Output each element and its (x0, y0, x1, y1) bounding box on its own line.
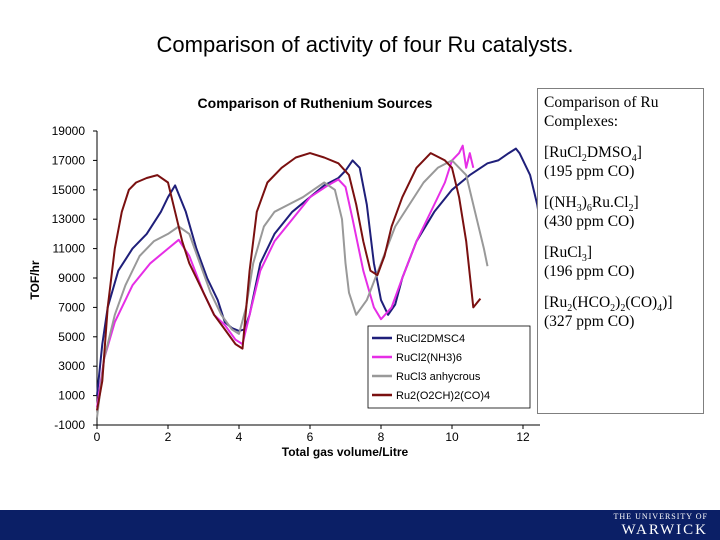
legend-entry: RuCl2(NH3)6 (396, 352, 462, 364)
complex-entry: [(NH3)6Ru.Cl2] (430 ppm CO) (544, 193, 697, 231)
complex-formula: [RuCl2DMSO4] (544, 144, 642, 165)
slide-title: Comparison of activity of four Ru cataly… (156, 32, 574, 57)
side-box-heading: Comparison of Ru Complexes: (544, 94, 659, 130)
series-line (96, 147, 540, 396)
complex-formula: [(NH3)6Ru.Cl2] (544, 194, 639, 215)
complex-co-ppm: (196 ppm CO) (544, 263, 635, 280)
x-tick-label: 0 (94, 430, 101, 444)
y-tick-label: 3000 (58, 359, 85, 373)
y-axis-label: TOF/hr (28, 260, 42, 299)
footer-band: THE UNIVERSITY OF WARWICK (0, 510, 720, 540)
complex-entry: [RuCl2DMSO4] (195 ppm CO) (544, 143, 697, 181)
complex-comparison-box: Comparison of Ru Complexes: [RuCl2DMSO4]… (537, 88, 704, 414)
legend-entry: RuCl2DMSC4 (396, 333, 465, 345)
y-tick-label: 15000 (52, 183, 86, 197)
x-axis-label: Total gas volume/Litre (282, 445, 409, 459)
complex-co-ppm: (327 ppm CO) (544, 313, 635, 330)
x-tick-label: 4 (236, 430, 243, 444)
university-logo: THE UNIVERSITY OF WARWICK (614, 512, 708, 538)
series-line (96, 144, 475, 408)
logo-main-text: WARWICK (621, 522, 708, 538)
series-line (96, 159, 489, 418)
y-tick-label: -1000 (54, 418, 85, 432)
complex-formula: [Ru2(HCO2)2(CO)4)] (544, 294, 673, 315)
complex-entry: [Ru2(HCO2)2(CO)4)] (327 ppm CO) (544, 293, 697, 331)
logo-small-text: THE UNIVERSITY OF (613, 512, 708, 521)
x-tick-label: 8 (378, 430, 385, 444)
y-tick-label: 9000 (58, 271, 85, 285)
y-tick-label: 19000 (52, 124, 86, 138)
tof-chart: Comparison of Ruthenium Sources TOF/hr T… (28, 95, 540, 459)
complex-entry: [RuCl3] (196 ppm CO) (544, 243, 697, 281)
y-tick-label: 1000 (58, 389, 85, 403)
y-tick-label: 13000 (52, 212, 86, 226)
x-tick-label: 6 (307, 430, 314, 444)
complex-co-ppm: (195 ppm CO) (544, 163, 635, 180)
legend-frame (367, 325, 531, 409)
x-tick-label: 12 (516, 430, 530, 444)
chart-title: Comparison of Ruthenium Sources (198, 95, 433, 111)
x-tick-label: 10 (445, 430, 459, 444)
complex-co-ppm: (430 ppm CO) (544, 213, 635, 230)
y-tick-label: 17000 (52, 153, 86, 167)
chart-legend: RuCl2DMSC4 RuCl2(NH3)6 RuCl3 anhycrous Ru2(… (367, 325, 531, 409)
complex-formula: [RuCl3] (544, 244, 593, 265)
y-tick-label: 5000 (58, 330, 85, 344)
legend-entry: Ru2(O2CH)2(CO)4 (396, 390, 490, 402)
y-tick-label: 11000 (53, 242, 86, 256)
y-tick-label: 7000 (58, 300, 85, 314)
x-tick-label: 2 (165, 430, 172, 444)
series-line (96, 152, 482, 411)
legend-entry: RuCl3 anhycrous (396, 371, 481, 383)
